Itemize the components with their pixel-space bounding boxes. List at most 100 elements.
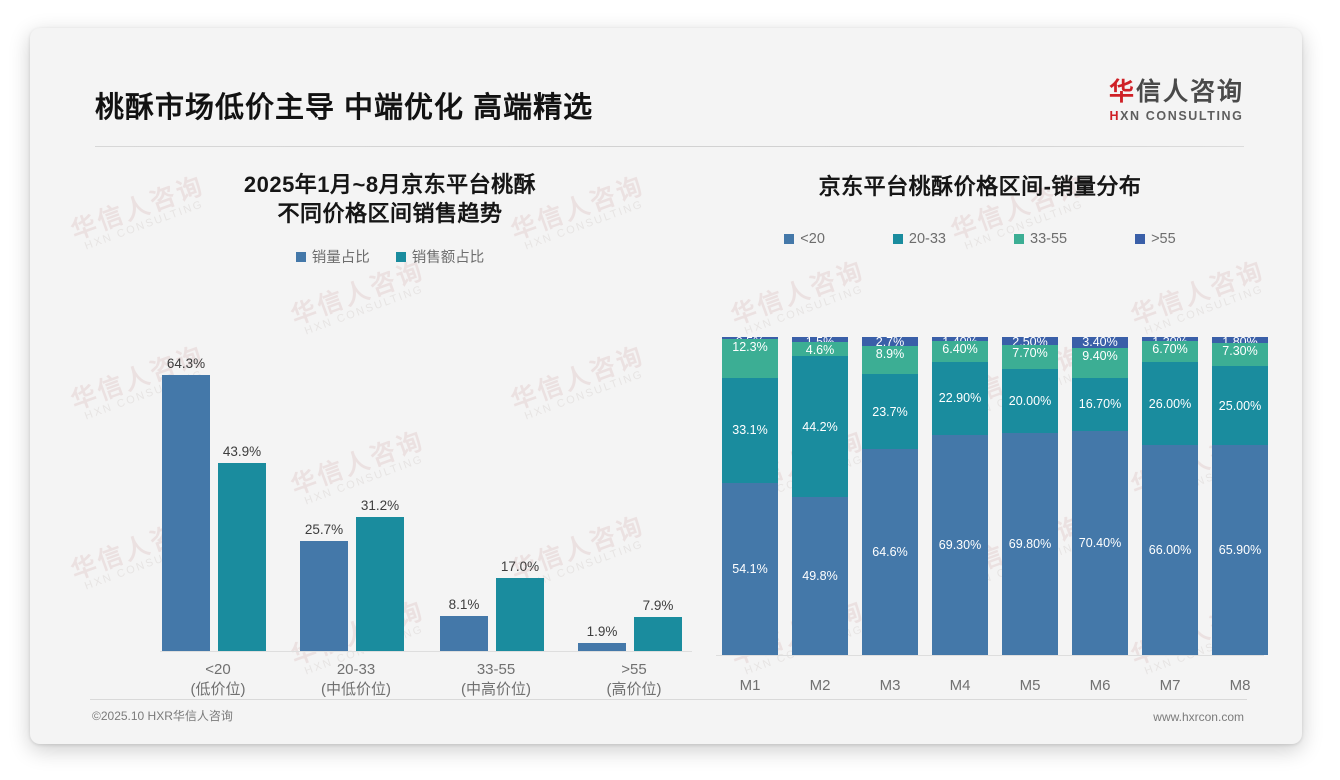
bar-20-33-销售额占比[interactable]: 31.2% <box>356 351 404 651</box>
bar-rect <box>356 517 404 651</box>
bar-33-55-销量占比[interactable]: 8.1% <box>440 351 488 651</box>
slide-header: 桃酥市场低价主导 中端优化 高端精选 华信人咨询 HXN CONSULTING <box>30 28 1302 125</box>
bar-value-label: 31.2% <box>360 498 400 514</box>
stack-segment-label: 7.30% <box>1222 343 1258 358</box>
bar-20-33-销量占比[interactable]: 25.7% <box>300 351 348 651</box>
x-axis-label-M3: M3 <box>879 677 901 694</box>
bar-rect <box>496 578 544 651</box>
page-title: 桃酥市场低价主导 中端优化 高端精选 <box>95 92 594 124</box>
stacked-bar-M8[interactable]: 1.80%7.30% 25.00% 65.90% <box>1212 337 1268 655</box>
stack-segment->55: 1.5% <box>792 337 848 342</box>
legend-swatch-icon <box>295 251 306 262</box>
stack-segment-label: 65.90% <box>1218 543 1262 558</box>
stacked-bar-M2[interactable]: 1.5%4.6% 44.2% 49.8% <box>792 337 848 656</box>
stack-segment-<20: 49.8% <box>792 496 848 656</box>
category-label-main: 20-33 <box>336 660 376 678</box>
left-chart-legend: 销量占比 销售额占比 <box>90 246 690 267</box>
legend-label: 销量占比 <box>311 250 370 267</box>
stack-segment-20-33: 26.00% <box>1142 362 1198 446</box>
stacked-bar-M3[interactable]: 2.7% 8.9% 23.7% 64.6% <box>862 337 918 655</box>
stack-segment-label: 2.50% <box>1012 337 1048 345</box>
stack-segment-label: 16.70% <box>1078 397 1122 412</box>
stack-segment-label: 64.6% <box>872 544 908 559</box>
bar-rect <box>440 616 488 651</box>
legend-item-20-33[interactable]: 20-33 <box>892 231 946 247</box>
bar-value-label: 7.9% <box>642 598 674 614</box>
bar-rect <box>578 642 626 651</box>
stack-segment-20-33: 25.00% <box>1212 365 1268 446</box>
stack-segment-33-55: 7.70% <box>1002 344 1058 370</box>
footer-divider <box>90 699 1247 700</box>
stack-segment-label: 2.7% <box>875 337 905 346</box>
logo-en-accent: H <box>1109 109 1121 123</box>
bar->55-销量占比[interactable]: 1.9% <box>578 351 626 651</box>
bar-value-label: 1.9% <box>586 623 618 639</box>
stacked-bar-M5[interactable]: 2.50% 7.70% 20.00% 69.80% <box>1002 337 1058 655</box>
right-chart-title: 京东平台桃酥价格区间-销量分布 <box>818 174 1142 199</box>
stack-segment-label: 25.00% <box>1218 398 1262 413</box>
stack-segment->55: 1.40% <box>932 337 988 342</box>
stack-segment-label: 6.70% <box>1152 342 1188 357</box>
bar-33-55-销售额占比[interactable]: 17.0% <box>496 351 544 651</box>
right-chart-legend: <20 20-33 33-55 >55 <box>690 231 1270 247</box>
stack-segment-label: 22.90% <box>938 391 982 406</box>
right-chart-plot: 0.5%12.3% 33.1% 54.1% M1 1.5%4.6% 44.2% 49.8% M… <box>712 314 1268 704</box>
x-axis-label-M6: M6 <box>1089 677 1111 694</box>
logo-accent-character: 华 <box>1108 78 1136 106</box>
stack-segment-<20: 70.40% <box>1072 430 1128 655</box>
stack-segment-<20: 54.1% <box>722 482 778 655</box>
stack-segment-<20: 69.30% <box>932 434 988 655</box>
category-label-main: <20 <box>205 660 231 678</box>
legend-item-销量占比[interactable]: 销量占比 <box>295 246 370 267</box>
stack-segment-label: 54.1% <box>732 561 768 576</box>
bar-group->55: 1.9% 7.9% <box>578 351 682 651</box>
legend-label: <20 <box>800 231 825 248</box>
bar-rect <box>300 540 348 651</box>
bar-value-label: 43.9% <box>222 443 262 459</box>
stack-segment-label: 69.30% <box>938 537 982 552</box>
stack-segment-label: 1.80% <box>1222 337 1257 343</box>
stacked-bar-M1[interactable]: 0.5%12.3% 33.1% 54.1% <box>722 337 778 655</box>
stack-segment->55: 2.50% <box>1002 337 1058 345</box>
bar-<20-销售额占比[interactable]: 43.9% <box>218 351 266 651</box>
x-axis-label-33-55: 33-55 (中高价位) <box>416 660 576 701</box>
stack-segment-33-55: 6.70% <box>1142 341 1198 363</box>
stacked-bar-M6[interactable]: 3.40% 9.40% 16.70% 70.40% <box>1072 337 1128 655</box>
legend-item-33-55[interactable]: 33-55 <box>1014 231 1067 247</box>
stacked-bar-M7[interactable]: 1.30%6.70% 26.00% 66.00% <box>1142 337 1198 655</box>
legend-swatch-icon <box>395 251 406 262</box>
left-chart-panel: 2025年1月~8月京东平台桃酥 不同价格区间销售趋势 销量占比 销售额占比 64… <box>90 156 692 716</box>
legend-label: >55 <box>1151 231 1176 248</box>
company-logo: 华信人咨询 HXN CONSULTING <box>1108 78 1244 124</box>
x-axis-label-M2: M2 <box>809 677 831 694</box>
stack-segment-label: 4.6% <box>805 342 835 357</box>
legend-swatch-icon <box>784 234 795 245</box>
legend-item-<20[interactable]: <20 <box>784 231 825 247</box>
legend-swatch-icon <box>1014 234 1024 245</box>
stack-segment-20-33: 20.00% <box>1002 369 1058 434</box>
legend-label: 销售额占比 <box>411 250 485 267</box>
bar-<20-销量占比[interactable]: 64.3% <box>162 351 210 651</box>
bar-rect <box>634 617 682 651</box>
legend-item-销售额占比[interactable]: 销售额占比 <box>395 246 485 267</box>
x-axis-label-M5: M5 <box>1019 677 1041 694</box>
bar-group-<20: 64.3% 43.9% <box>162 351 266 651</box>
stack-segment-33-55: 12.3% <box>722 338 778 378</box>
bar->55-销售额占比[interactable]: 7.9% <box>634 351 682 651</box>
stack-segment->55: 2.7% <box>862 337 918 346</box>
x-axis-label-M8: M8 <box>1229 677 1251 694</box>
x-axis-label-M4: M4 <box>949 677 971 694</box>
slide-canvas: 华信人咨询 HXN CONSULTING 华信人咨询 HXN CONSULTING 华信… <box>30 28 1302 744</box>
stacked-bar-M4[interactable]: 1.40%6.40% 22.90% 69.30% <box>932 337 988 655</box>
stack-segment-label: 66.00% <box>1148 543 1192 558</box>
category-label-sub: (中高价位) <box>461 680 531 698</box>
stack-segment-label: 3.40% <box>1082 337 1118 348</box>
stack-segment-label: 0.5% <box>736 337 765 339</box>
logo-en-rest: XN CONSULTING <box>1120 109 1244 123</box>
category-label-sub: (低价位) <box>190 680 246 698</box>
stack-segment-label: 23.7% <box>872 404 908 419</box>
left-chart-plot: 64.3% 43.9% <20 (低价位) 25.7% 31.2% 20-33 (中低价位) 8… <box>140 316 692 704</box>
stack-segment-label: 1.30% <box>1152 337 1187 341</box>
right-chart-axis <box>716 655 1264 656</box>
legend-item->55[interactable]: >55 <box>1135 231 1176 247</box>
